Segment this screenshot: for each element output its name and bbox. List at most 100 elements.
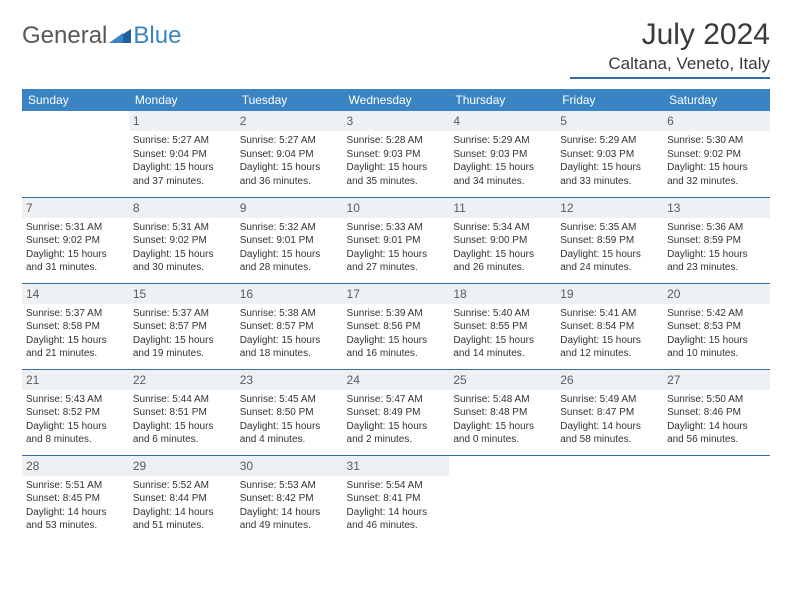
day-info-line: Sunrise: 5:42 AM — [667, 307, 766, 321]
day-info-line: Daylight: 15 hours and 4 minutes. — [240, 420, 339, 447]
day-number: 16 — [236, 284, 343, 304]
day-number: 28 — [22, 456, 129, 476]
week-row: 14Sunrise: 5:37 AMSunset: 8:58 PMDayligh… — [22, 283, 770, 369]
day-cell: 12Sunrise: 5:35 AMSunset: 8:59 PMDayligh… — [556, 197, 663, 283]
day-cell: 5Sunrise: 5:29 AMSunset: 9:03 PMDaylight… — [556, 111, 663, 197]
dow-monday: Monday — [129, 89, 236, 111]
day-number: 8 — [129, 198, 236, 218]
day-cell: 11Sunrise: 5:34 AMSunset: 9:00 PMDayligh… — [449, 197, 556, 283]
day-info-line: Sunset: 9:02 PM — [26, 234, 125, 248]
day-info-line: Daylight: 15 hours and 32 minutes. — [667, 161, 766, 188]
week-row: 21Sunrise: 5:43 AMSunset: 8:52 PMDayligh… — [22, 369, 770, 455]
day-cell: 30Sunrise: 5:53 AMSunset: 8:42 PMDayligh… — [236, 455, 343, 541]
day-info-line: Sunset: 8:55 PM — [453, 320, 552, 334]
day-info-line: Daylight: 14 hours and 46 minutes. — [347, 506, 446, 533]
day-info-line: Sunrise: 5:32 AM — [240, 221, 339, 235]
day-info-line: Sunset: 9:03 PM — [347, 148, 446, 162]
day-info-line: Sunset: 9:00 PM — [453, 234, 552, 248]
day-info-line: Sunset: 9:02 PM — [667, 148, 766, 162]
dow-tuesday: Tuesday — [236, 89, 343, 111]
logo-text-1: General — [22, 22, 107, 50]
day-info-line: Daylight: 15 hours and 16 minutes. — [347, 334, 446, 361]
day-cell: 14Sunrise: 5:37 AMSunset: 8:58 PMDayligh… — [22, 283, 129, 369]
day-info-line: Sunset: 9:01 PM — [240, 234, 339, 248]
day-number: 4 — [449, 111, 556, 131]
day-info-line: Daylight: 14 hours and 51 minutes. — [133, 506, 232, 533]
day-info-line: Daylight: 15 hours and 24 minutes. — [560, 248, 659, 275]
day-number: 9 — [236, 198, 343, 218]
day-number: 21 — [22, 370, 129, 390]
day-info-line: Daylight: 15 hours and 37 minutes. — [133, 161, 232, 188]
day-info-line: Sunrise: 5:44 AM — [133, 393, 232, 407]
day-info-line: Sunset: 8:54 PM — [560, 320, 659, 334]
day-cell: 15Sunrise: 5:37 AMSunset: 8:57 PMDayligh… — [129, 283, 236, 369]
day-info-line: Daylight: 15 hours and 27 minutes. — [347, 248, 446, 275]
calendar-table: Sunday Monday Tuesday Wednesday Thursday… — [22, 89, 770, 541]
day-number: 24 — [343, 370, 450, 390]
day-cell: 2Sunrise: 5:27 AMSunset: 9:04 PMDaylight… — [236, 111, 343, 197]
day-info-line: Sunset: 8:46 PM — [667, 406, 766, 420]
day-info-line: Sunrise: 5:30 AM — [667, 134, 766, 148]
day-info-line: Sunrise: 5:52 AM — [133, 479, 232, 493]
day-info-line: Daylight: 15 hours and 31 minutes. — [26, 248, 125, 275]
day-number: 3 — [343, 111, 450, 131]
day-info-line: Sunset: 8:44 PM — [133, 492, 232, 506]
dow-saturday: Saturday — [663, 89, 770, 111]
day-info-line: Daylight: 14 hours and 56 minutes. — [667, 420, 766, 447]
logo: General Blue — [22, 22, 181, 50]
day-number: 19 — [556, 284, 663, 304]
day-info-line: Sunset: 8:48 PM — [453, 406, 552, 420]
day-info-line: Daylight: 15 hours and 10 minutes. — [667, 334, 766, 361]
day-cell — [556, 455, 663, 541]
day-number: 25 — [449, 370, 556, 390]
day-info-line: Sunrise: 5:31 AM — [26, 221, 125, 235]
day-number: 5 — [556, 111, 663, 131]
day-cell: 23Sunrise: 5:45 AMSunset: 8:50 PMDayligh… — [236, 369, 343, 455]
day-info-line: Sunrise: 5:37 AM — [26, 307, 125, 321]
day-cell: 16 Sunrise: 5:38 AMSunset: 8:57 PMDayligh… — [236, 283, 343, 369]
day-info-line: Daylight: 15 hours and 28 minutes. — [240, 248, 339, 275]
day-info-line: Sunset: 8:51 PM — [133, 406, 232, 420]
day-cell: 6Sunrise: 5:30 AMSunset: 9:02 PMDaylight… — [663, 111, 770, 197]
day-cell: 19Sunrise: 5:41 AMSunset: 8:54 PMDayligh… — [556, 283, 663, 369]
day-info-line: Sunset: 8:57 PM — [240, 320, 339, 334]
day-info-line: Sunset: 9:03 PM — [560, 148, 659, 162]
day-info-line: Sunset: 8:47 PM — [560, 406, 659, 420]
day-cell: 20Sunrise: 5:42 AMSunset: 8:53 PMDayligh… — [663, 283, 770, 369]
day-info-line: Daylight: 15 hours and 2 minutes. — [347, 420, 446, 447]
day-cell: 27Sunrise: 5:50 AMSunset: 8:46 PMDayligh… — [663, 369, 770, 455]
day-info-line: Daylight: 15 hours and 8 minutes. — [26, 420, 125, 447]
day-info-line: Sunrise: 5:39 AM — [347, 307, 446, 321]
day-info-line: Sunrise: 5:53 AM — [240, 479, 339, 493]
dow-wednesday: Wednesday — [343, 89, 450, 111]
day-info-line: Sunrise: 5:29 AM — [453, 134, 552, 148]
day-info-line: Sunset: 8:53 PM — [667, 320, 766, 334]
day-number: 15 — [129, 284, 236, 304]
day-info-line: Daylight: 15 hours and 21 minutes. — [26, 334, 125, 361]
day-info-line: Sunrise: 5:38 AM — [240, 307, 339, 321]
day-info-line: Daylight: 15 hours and 14 minutes. — [453, 334, 552, 361]
dow-thursday: Thursday — [449, 89, 556, 111]
day-info-line: Daylight: 14 hours and 58 minutes. — [560, 420, 659, 447]
day-info-line: Daylight: 15 hours and 23 minutes. — [667, 248, 766, 275]
day-info-line: Daylight: 15 hours and 33 minutes. — [560, 161, 659, 188]
day-cell: 29 Sunrise: 5:52 AMSunset: 8:44 PMDayligh… — [129, 455, 236, 541]
day-cell: 18Sunrise: 5:40 AMSunset: 8:55 PMDayligh… — [449, 283, 556, 369]
day-info-line: Sunrise: 5:40 AM — [453, 307, 552, 321]
dow-sunday: Sunday — [22, 89, 129, 111]
day-cell: 8Sunrise: 5:31 AMSunset: 9:02 PMDaylight… — [129, 197, 236, 283]
day-info-line: Sunrise: 5:49 AM — [560, 393, 659, 407]
day-info-line: Sunset: 9:01 PM — [347, 234, 446, 248]
day-info-line: Sunset: 8:57 PM — [133, 320, 232, 334]
day-number: 1 — [129, 111, 236, 131]
day-info-line: Sunrise: 5:27 AM — [133, 134, 232, 148]
day-cell: 13Sunrise: 5:36 AMSunset: 8:59 PMDayligh… — [663, 197, 770, 283]
day-cell: 7Sunrise: 5:31 AMSunset: 9:02 PMDaylight… — [22, 197, 129, 283]
day-info-line: Sunset: 9:04 PM — [133, 148, 232, 162]
day-number: 29 — [129, 456, 236, 476]
day-info-line: Sunset: 8:45 PM — [26, 492, 125, 506]
logo-text-2: Blue — [133, 22, 181, 50]
day-info-line: Sunrise: 5:34 AM — [453, 221, 552, 235]
day-cell — [22, 111, 129, 197]
day-info-line: Daylight: 15 hours and 18 minutes. — [240, 334, 339, 361]
